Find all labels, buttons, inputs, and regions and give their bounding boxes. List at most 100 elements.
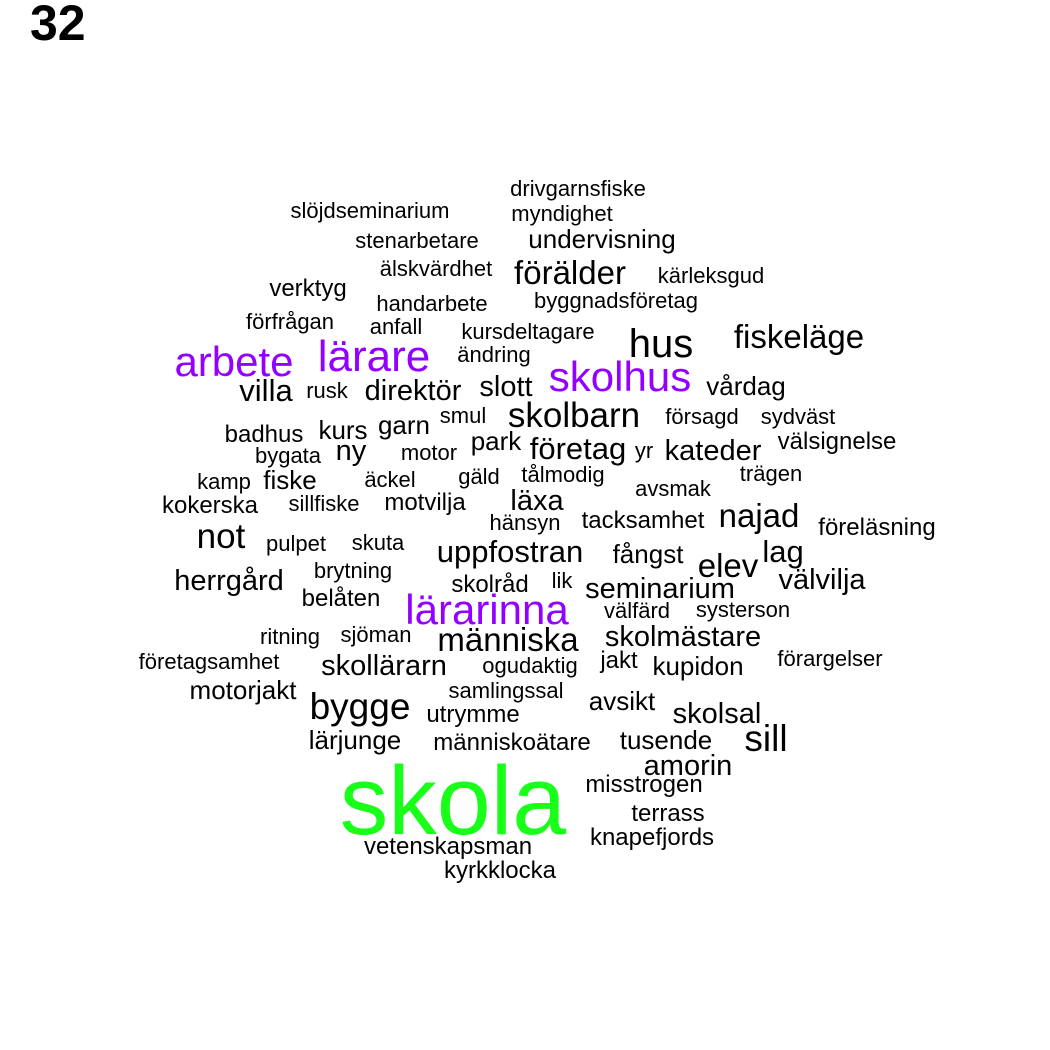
cloud-word: förargelser [777,646,883,671]
cloud-word: ändring [457,342,531,367]
cloud-word: välsignelse [777,428,897,455]
cloud-word: garn [377,410,431,440]
cloud-word: anfall [369,314,423,339]
cloud-word: undervisning [528,224,676,254]
cloud-word: kärleksgud [657,263,765,288]
cloud-word: villa [239,373,293,408]
cloud-word: välfärd [603,598,671,623]
cloud-word: hus [628,322,694,366]
cloud-word: kokerska [161,492,259,519]
cloud-word: förälder [514,254,626,291]
cloud-word: jakt [600,647,638,674]
cloud-word: skolhus [548,353,692,400]
cloud-word: människoätare [433,729,591,756]
cloud-word: skollärarn [321,650,447,682]
cloud-word: avsikt [588,686,656,716]
cloud-word: trägen [739,461,803,486]
cloud-word: kurs [318,415,368,445]
cloud-word: människa [437,621,579,658]
cloud-word: lärarinna [405,586,569,633]
page-number: 32 [30,0,86,51]
cloud-word: kateder [664,435,762,467]
cloud-word: pulpet [266,531,326,556]
cloud-word: utrymme [426,701,520,728]
cloud-word: skolsal [672,698,762,730]
cloud-word: skolråd [451,571,529,598]
cloud-word: drivgarnsfiske [510,176,646,201]
cloud-word: badhus [224,421,304,448]
cloud-word: knapefjords [589,824,715,851]
cloud-word: rusk [306,378,348,403]
cloud-word: fångst [612,539,684,569]
cloud-word: najad [718,497,800,534]
cloud-word: välvilja [778,564,866,596]
cloud-word: föreläsning [818,514,936,541]
cloud-word: seminarium [585,573,735,605]
cloud-word: bygata [254,443,322,468]
cloud-word: försagd [665,404,739,429]
cloud-word: park [470,426,522,456]
cloud-word: elev [697,547,759,584]
cloud-word: belåten [301,585,381,612]
cloud-word: terrass [631,800,705,827]
cloud-word: hänsyn [489,510,561,535]
cloud-word: slöjdseminarium [290,198,450,223]
cloud-word: amorin [643,750,733,782]
cloud-word: fiskeläge [733,318,865,355]
cloud-word: skolmästare [604,621,762,653]
cloud-word: sill [744,718,788,759]
cloud-word: arbete [174,338,294,385]
cloud-word: förfrågan [245,309,335,334]
cloud-word: skola [339,746,567,855]
cloud-word: äckel [364,467,416,492]
cloud-word: gäld [458,464,500,489]
cloud-word: lag [762,534,804,569]
cloud-word: uppfostran [436,534,584,569]
cloud-word: läxa [510,485,564,517]
cloud-word: slott [479,371,533,403]
cloud-word: sjöman [340,622,412,647]
cloud-word: företagsamhet [138,649,280,674]
cloud-word: tacksamhet [581,507,705,534]
cloud-word: sillfiske [288,491,360,516]
cloud-word: kamp [197,469,251,494]
cloud-word: ritning [260,624,320,649]
cloud-word: yr [634,438,654,463]
cloud-word: fiske [263,465,317,495]
cloud-word: verktyg [269,275,347,302]
cloud-word: lärare [317,332,431,381]
cloud-word: byggnadsföretag [534,288,698,313]
cloud-word: stenarbetare [355,228,479,253]
cloud-word: skolbarn [507,396,641,435]
cloud-word: samlingssal [448,678,564,703]
cloud-word: herrgård [174,565,284,597]
cloud-word: skuta [351,530,405,555]
cloud-word: kupidon [652,651,744,681]
cloud-word: avsmak [635,476,711,501]
cloud-word: motvilja [384,489,466,516]
cloud-word: ogudaktig [482,653,578,678]
cloud-word: sydväst [760,404,836,429]
cloud-word: företag [529,431,627,466]
cloud-word: handarbete [376,291,488,316]
cloud-word: not [196,517,246,556]
cloud-word: lik [551,568,573,593]
cloud-word: direktör [364,375,462,407]
cloud-word: kyrkklocka [443,857,557,884]
cloud-word: systerson [695,597,791,622]
cloud-word: misstrogen [585,771,703,798]
cloud-word: vårdag [706,371,786,401]
cloud-word: smul [439,403,487,428]
cloud-word: brytning [313,558,393,583]
cloud-word: lärjunge [308,725,402,755]
cloud-word: myndighet [511,201,613,226]
cloud-word: bygge [309,686,411,727]
cloud-word: tålmodig [521,462,605,487]
cloud-word: älskvärdhet [379,256,493,281]
cloud-word: motor [400,440,458,465]
cloud-word: motorjakt [189,675,297,705]
cloud-word: tusende [619,725,713,755]
cloud-word: ny [335,435,367,467]
cloud-word: kursdeltagare [461,319,595,344]
